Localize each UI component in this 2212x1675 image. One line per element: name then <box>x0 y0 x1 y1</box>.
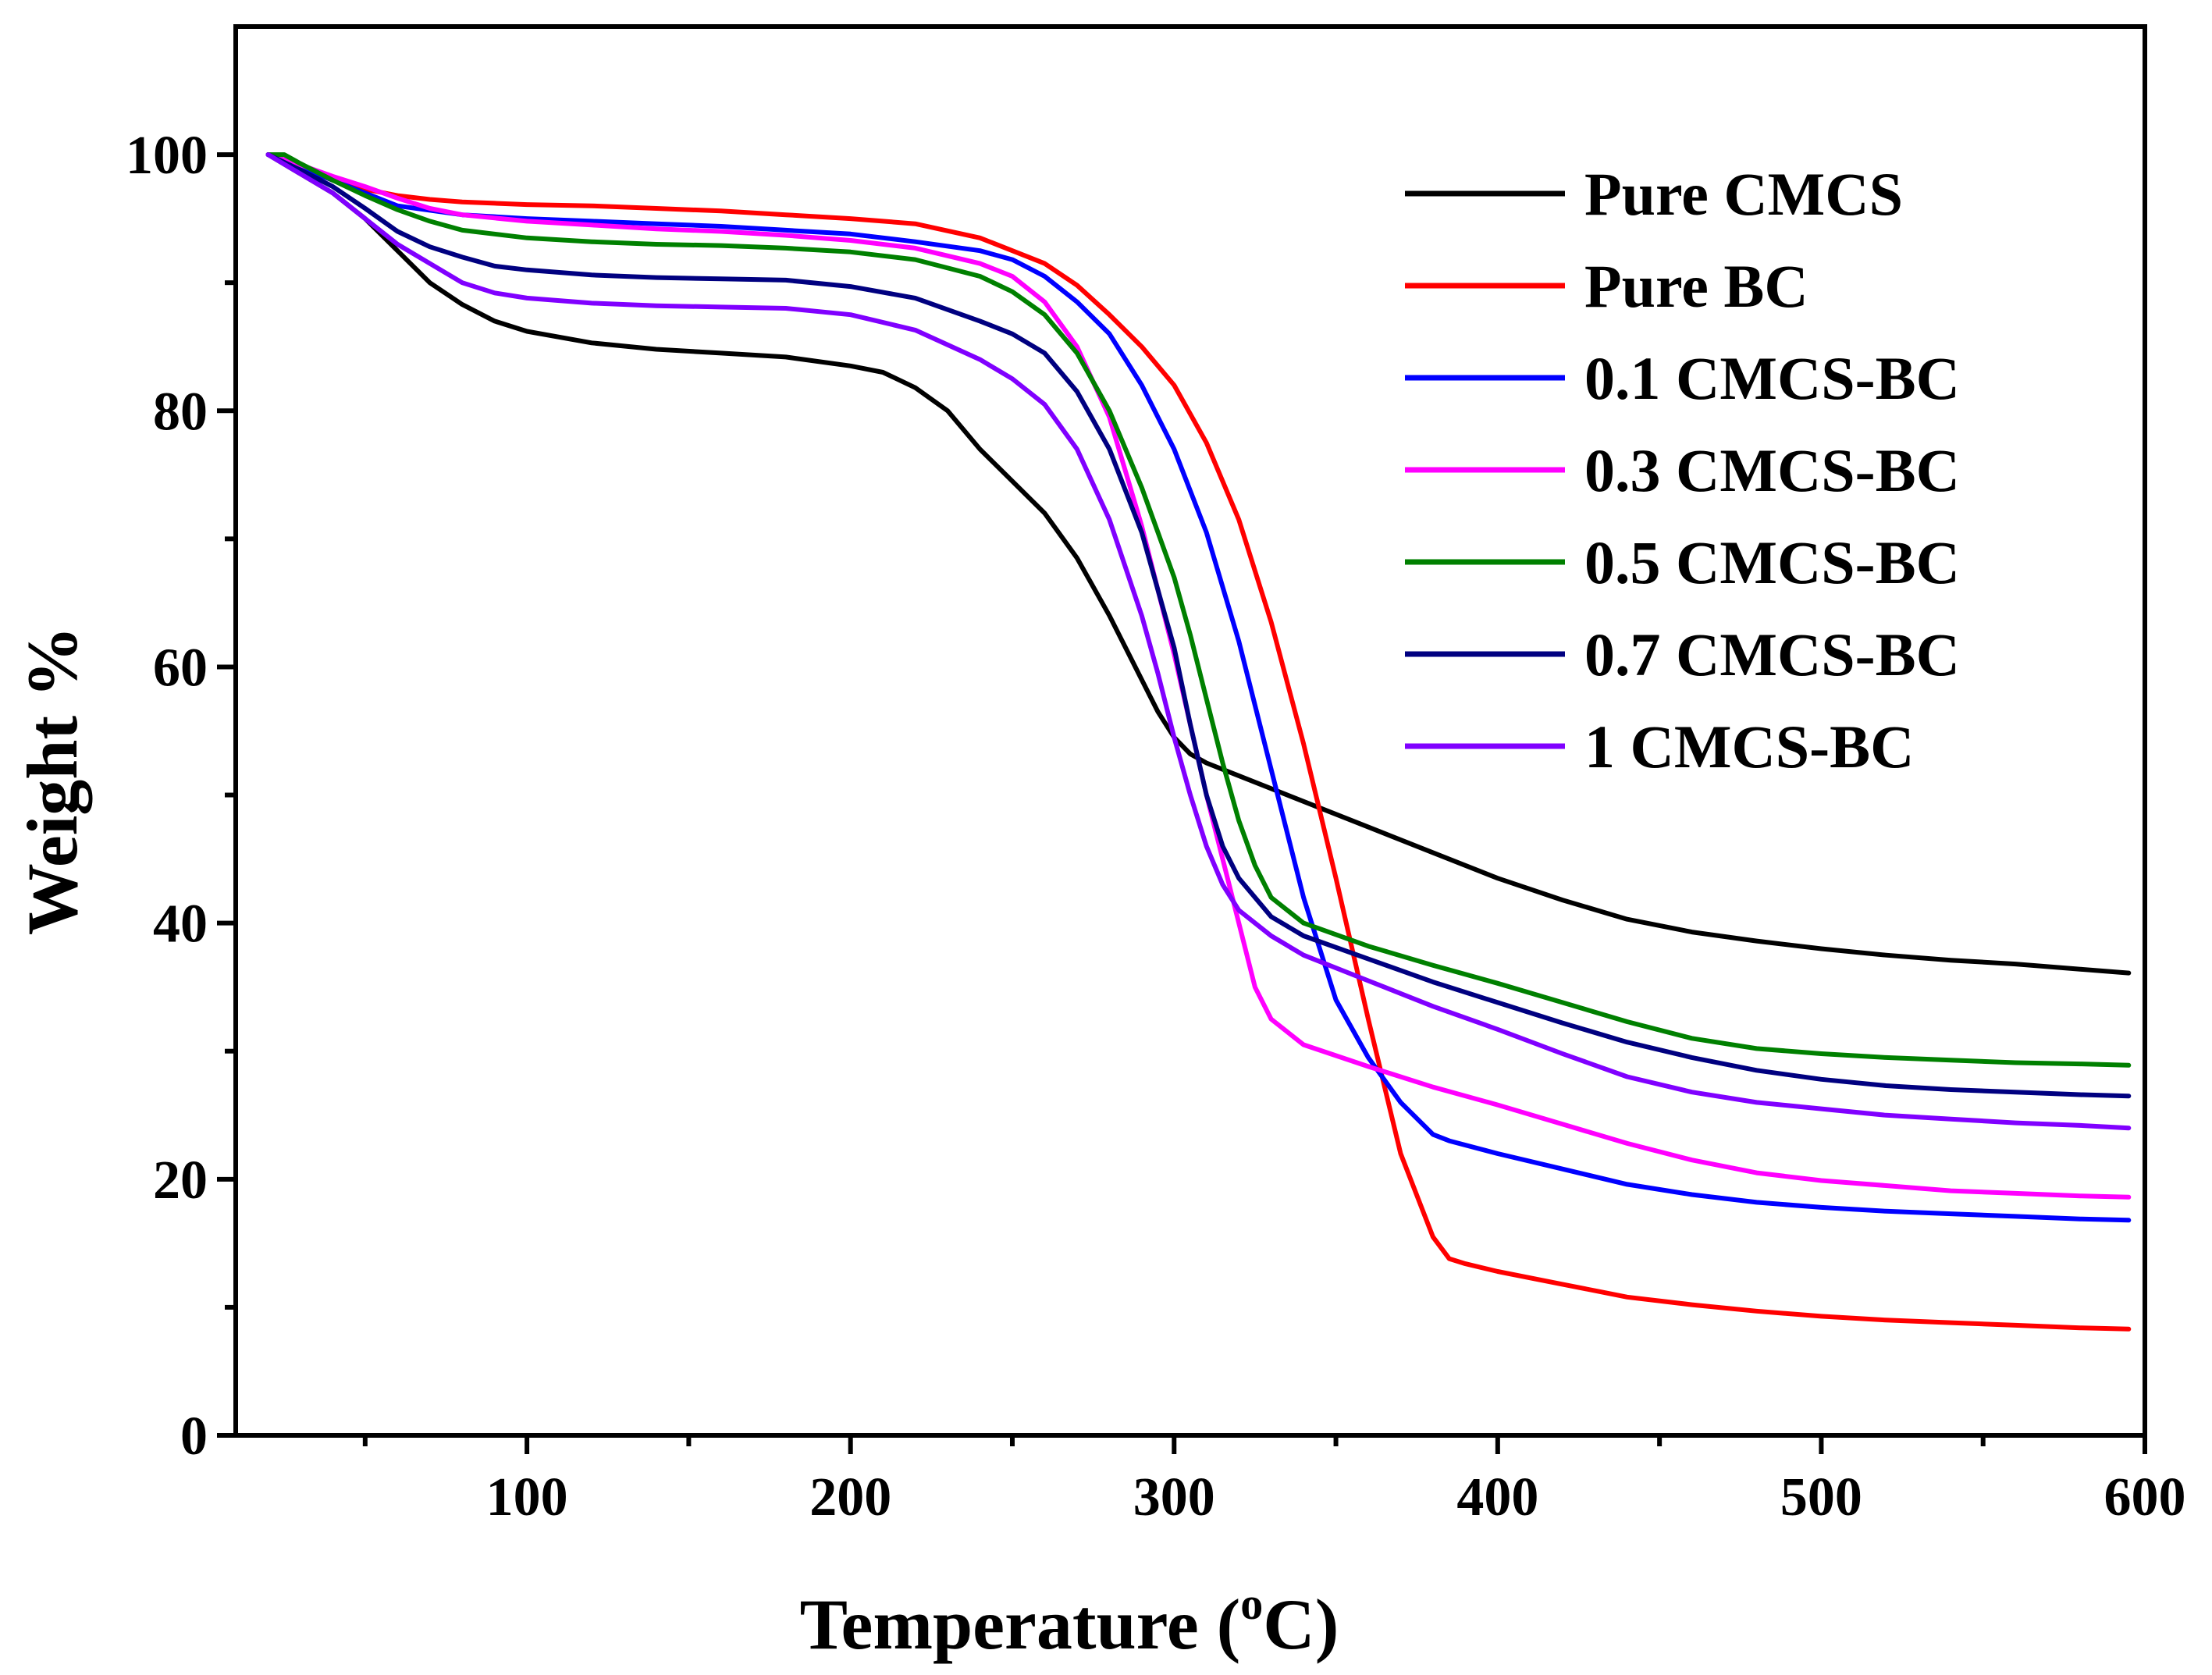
series-line-0-7-cmcs-bc <box>265 152 2132 1099</box>
y-tick-label: 100 <box>126 126 208 186</box>
series-layer <box>265 152 2132 1332</box>
y-axis-ticks: 0 20 40 60 80 100 <box>126 126 236 1467</box>
series-line-1-cmcs-bc <box>265 152 2132 1131</box>
x-tick-label: 400 <box>1456 1467 1538 1527</box>
x-tick-label: 300 <box>1133 1467 1215 1527</box>
series-line-pure-cmcs <box>265 152 2132 976</box>
x-tick-label: 100 <box>486 1467 568 1527</box>
y-tick-label: 80 <box>153 382 208 442</box>
legend-label-1-cmcs-bc: 1 CMCS-BC <box>1584 713 1915 781</box>
y-tick-label: 20 <box>153 1150 208 1211</box>
legend-label-0-3-cmcs-bc: 0.3 CMCS-BC <box>1584 436 1960 504</box>
x-tick-label: 200 <box>809 1467 891 1527</box>
y-tick-label: 0 <box>180 1407 208 1467</box>
x-tick-label: 600 <box>2104 1467 2186 1527</box>
x-axis-title: Temperature (oC) <box>800 1578 1339 1664</box>
x-axis-ticks: 100 200 300 400 500 600 <box>362 1435 2186 1527</box>
legend-label-pure-cmcs: Pure CMCS <box>1584 160 1903 228</box>
legend-label-pure-bc: Pure BC <box>1584 252 1808 320</box>
y-tick-label: 60 <box>153 638 208 698</box>
series-line-pure-bc <box>265 152 2132 1332</box>
y-tick-label: 40 <box>153 894 208 955</box>
series-line-0-5-cmcs-bc <box>265 152 2132 1068</box>
legend-label-0-7-cmcs-bc: 0.7 CMCS-BC <box>1584 621 1960 688</box>
x-tick-label: 500 <box>1780 1467 1862 1527</box>
plot-frame <box>233 24 2147 1438</box>
legend-label-0-1-cmcs-bc: 0.1 CMCS-BC <box>1584 344 1960 412</box>
series-line-0-1-cmcs-bc <box>265 152 2132 1223</box>
y-axis-title: Weight % <box>12 626 92 935</box>
legend-label-0-5-cmcs-bc: 0.5 CMCS-BC <box>1584 528 1960 596</box>
legend: Pure CMCS Pure BC 0.1 CMCS-BC 0.3 CMCS-BC 0.… <box>1405 160 1960 781</box>
